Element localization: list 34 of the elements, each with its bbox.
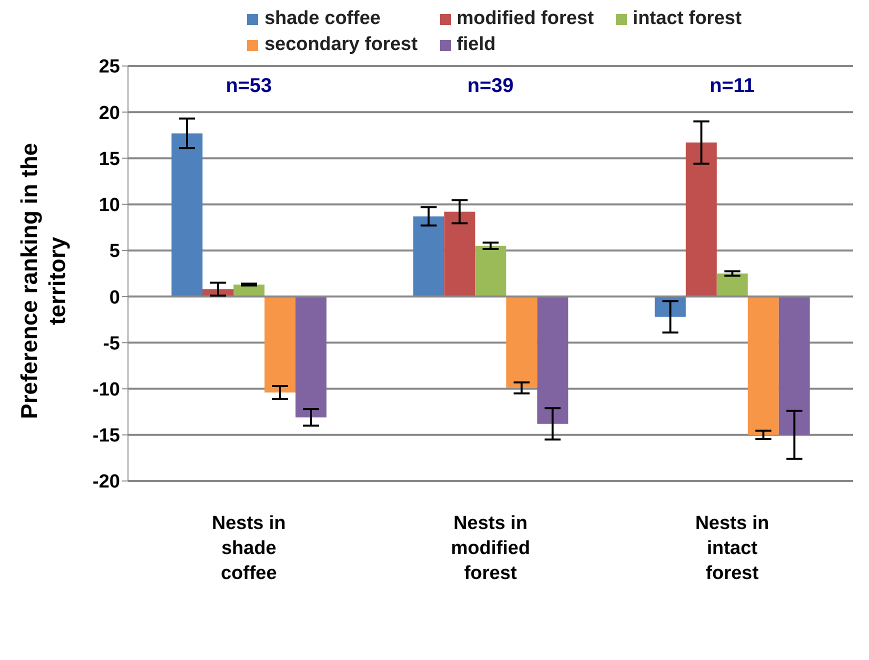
- y-tick-label: -15: [92, 426, 120, 447]
- bar: [537, 296, 568, 424]
- bar: [475, 246, 506, 297]
- annotation: n=53: [226, 75, 272, 98]
- bar: [716, 274, 748, 297]
- y-tick-label: -10: [92, 380, 120, 401]
- y-tick-label: 0: [109, 287, 120, 308]
- y-tick-label: 20: [98, 102, 120, 124]
- x-tick-label: Nests in modified forest: [450, 513, 530, 584]
- y-tick-label: 5: [109, 241, 120, 262]
- bar: [264, 296, 296, 392]
- annotation: n=11: [710, 75, 755, 98]
- legend-label: modified forest: [456, 8, 594, 30]
- annotation: n=39: [467, 75, 514, 98]
- bar: [506, 296, 538, 388]
- bar: [778, 296, 810, 435]
- y-tick-label: 25: [98, 56, 120, 78]
- bar: [748, 296, 779, 435]
- legend-label: field: [456, 34, 496, 56]
- x-tick-label: Nests in intact forest: [695, 513, 770, 584]
- y-axis-title: Preference ranking in the territory: [15, 142, 71, 422]
- legend-label: shade coffee: [264, 8, 381, 30]
- y-tick-label: 10: [98, 195, 120, 216]
- y-tick-label: 15: [98, 148, 120, 170]
- legend-label: intact forest: [632, 8, 742, 30]
- bar: [686, 142, 717, 297]
- x-tick-label: Nests in shade coffee: [212, 513, 286, 584]
- y-tick-label: -20: [92, 472, 120, 493]
- bar: [296, 296, 326, 418]
- bar: [444, 212, 476, 297]
- bar: [172, 133, 202, 297]
- bar: [413, 216, 444, 297]
- legend-label: secondary forest: [264, 34, 418, 56]
- y-tick-label: -5: [103, 333, 120, 354]
